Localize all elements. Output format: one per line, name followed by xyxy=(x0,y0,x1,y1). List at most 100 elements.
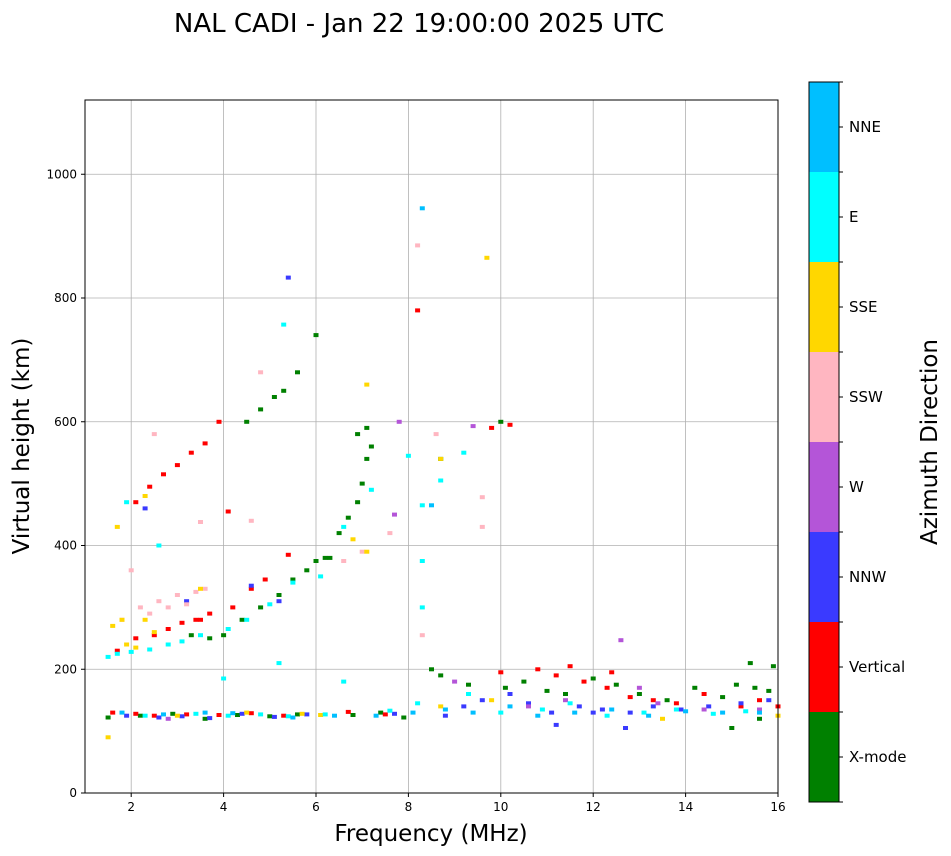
data-point xyxy=(489,698,495,703)
data-point xyxy=(114,648,120,653)
data-point xyxy=(646,713,652,718)
data-point xyxy=(165,627,171,631)
data-point xyxy=(752,685,758,690)
data-point xyxy=(267,714,273,719)
data-point xyxy=(507,704,513,709)
data-point xyxy=(258,605,264,610)
data-point xyxy=(281,388,287,393)
data-point xyxy=(401,715,407,720)
data-point xyxy=(248,518,254,523)
data-point xyxy=(124,500,130,505)
data-point xyxy=(239,617,245,622)
plot-frame xyxy=(84,99,779,794)
data-point xyxy=(706,704,712,709)
data-point xyxy=(174,463,180,468)
data-point xyxy=(156,715,162,720)
data-point xyxy=(368,444,374,449)
data-point xyxy=(281,322,287,327)
data-point xyxy=(128,568,134,573)
data-point xyxy=(563,692,568,696)
data-point xyxy=(267,602,273,607)
data-point xyxy=(526,701,531,706)
data-point xyxy=(179,639,185,644)
data-point xyxy=(216,713,222,717)
data-point xyxy=(350,537,356,542)
data-point xyxy=(355,432,361,437)
data-points xyxy=(105,206,781,740)
data-point xyxy=(572,710,578,715)
x-tick-label: 12 xyxy=(586,800,601,814)
data-point xyxy=(128,649,134,654)
data-point xyxy=(489,425,495,430)
data-point xyxy=(720,695,726,700)
data-point xyxy=(133,711,139,716)
data-point xyxy=(184,602,190,607)
data-point xyxy=(276,661,282,666)
data-point xyxy=(692,685,698,690)
data-point xyxy=(355,500,361,505)
data-point xyxy=(133,645,139,650)
data-point xyxy=(161,712,166,717)
data-point xyxy=(322,712,328,717)
data-point xyxy=(539,707,545,712)
data-point xyxy=(549,710,555,715)
data-point xyxy=(498,710,504,715)
data-point xyxy=(151,713,157,718)
data-point xyxy=(276,599,282,604)
data-point xyxy=(336,531,342,536)
data-point xyxy=(133,500,139,505)
data-point xyxy=(535,713,541,718)
data-point xyxy=(184,712,190,717)
data-point xyxy=(271,395,277,399)
data-point xyxy=(405,453,411,458)
data-point xyxy=(225,627,231,631)
data-point xyxy=(498,419,504,424)
data-point xyxy=(110,710,116,715)
data-point xyxy=(650,704,656,709)
data-point xyxy=(202,716,208,721)
y-tick-label: 800 xyxy=(54,291,77,305)
data-point xyxy=(271,714,277,719)
data-point xyxy=(244,617,250,622)
data-point xyxy=(452,679,458,684)
y-tick-label: 400 xyxy=(54,539,77,553)
y-axis-label: Virtual height (km) xyxy=(9,338,35,555)
x-axis-label: Frequency (MHz) xyxy=(334,821,527,847)
data-point xyxy=(202,710,208,715)
data-point xyxy=(313,333,319,338)
colorbar-label: Azimuth Direction xyxy=(917,339,943,545)
data-point xyxy=(359,481,365,486)
data-point xyxy=(207,611,213,616)
data-point xyxy=(498,670,504,675)
data-point xyxy=(124,642,130,647)
colorbar: X-mode Vertical NNW W SSW SSE E NNE xyxy=(808,81,906,803)
x-tick-label: 10 xyxy=(493,800,508,814)
data-point xyxy=(304,712,310,717)
colorbar-tick-label: NNE xyxy=(849,118,881,136)
data-point xyxy=(627,710,633,715)
y-tick-label: 1000 xyxy=(46,167,77,181)
data-point xyxy=(507,692,513,696)
data-point xyxy=(198,633,203,638)
data-point xyxy=(429,667,434,672)
data-point xyxy=(281,713,287,718)
data-point xyxy=(627,695,633,700)
data-point xyxy=(239,711,245,716)
data-point xyxy=(466,682,471,687)
data-point xyxy=(313,559,319,563)
data-point xyxy=(729,726,735,730)
colorbar-segment xyxy=(809,622,839,712)
data-point xyxy=(747,661,753,666)
data-point xyxy=(590,710,596,715)
data-point xyxy=(590,676,596,681)
data-point xyxy=(438,478,444,483)
data-point xyxy=(142,617,148,622)
data-point xyxy=(438,673,444,678)
data-point xyxy=(664,698,670,703)
data-point xyxy=(415,308,421,313)
data-point xyxy=(221,633,227,638)
data-point xyxy=(636,692,642,696)
data-point xyxy=(221,676,227,681)
data-point xyxy=(174,713,180,718)
